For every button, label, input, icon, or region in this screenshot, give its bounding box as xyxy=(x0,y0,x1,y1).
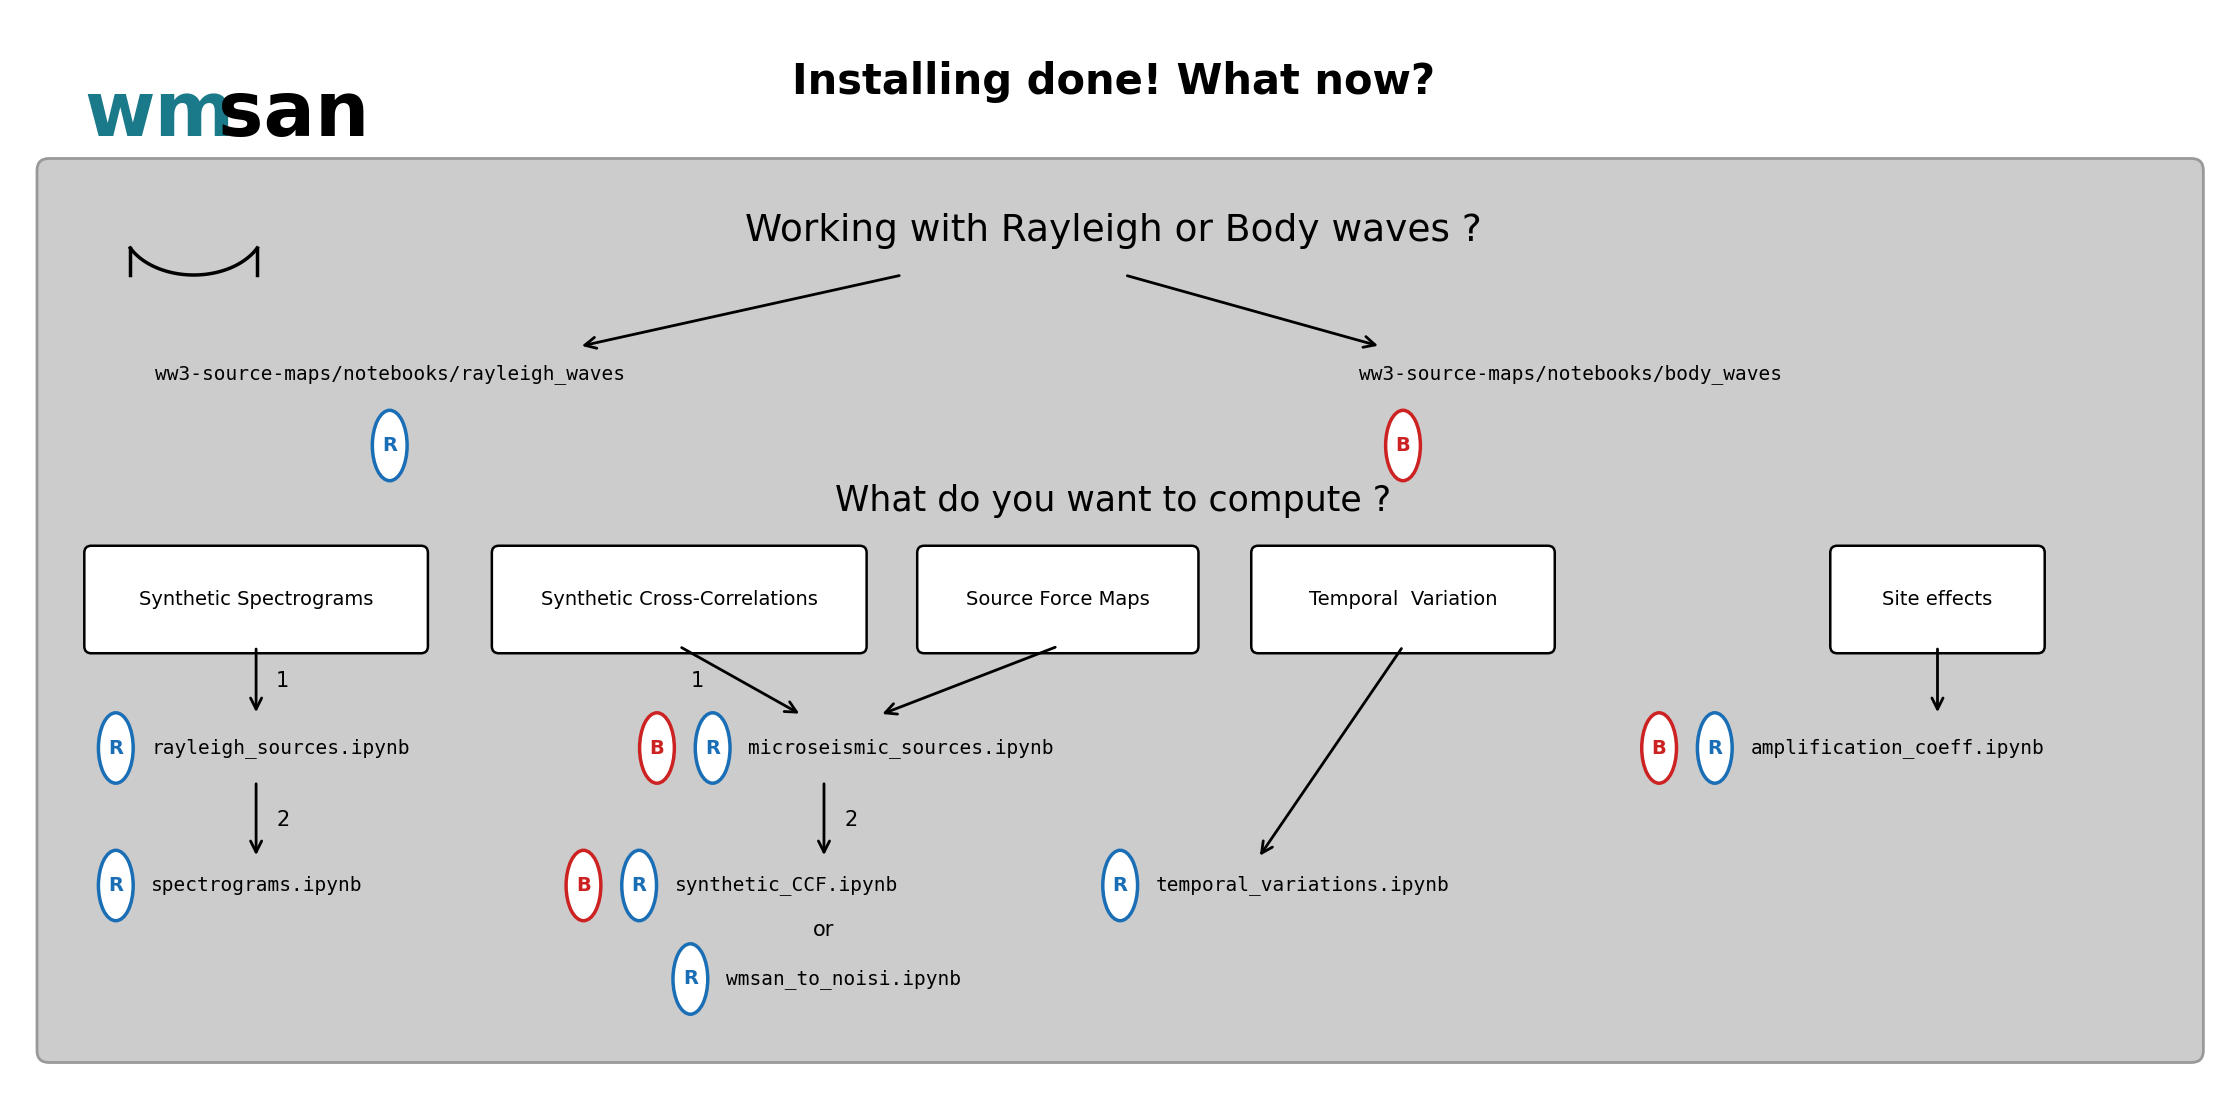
Ellipse shape xyxy=(1641,713,1677,783)
Ellipse shape xyxy=(621,850,657,921)
FancyBboxPatch shape xyxy=(85,546,428,653)
Ellipse shape xyxy=(673,944,708,1014)
Ellipse shape xyxy=(566,850,601,921)
Text: R: R xyxy=(109,738,122,758)
Text: amplification_coeff.ipynb: amplification_coeff.ipynb xyxy=(1750,738,2044,758)
Text: R: R xyxy=(1708,738,1721,758)
Text: or: or xyxy=(813,920,835,939)
Text: microseismic_sources.ipynb: microseismic_sources.ipynb xyxy=(748,738,1053,758)
Text: Source Force Maps: Source Force Maps xyxy=(967,590,1149,609)
Text: Working with Rayleigh or Body waves ?: Working with Rayleigh or Body waves ? xyxy=(746,213,1481,249)
Text: Temporal  Variation: Temporal Variation xyxy=(1309,590,1497,609)
Text: wm: wm xyxy=(85,78,234,153)
Ellipse shape xyxy=(372,410,408,481)
Text: Synthetic Cross-Correlations: Synthetic Cross-Correlations xyxy=(541,590,817,609)
Ellipse shape xyxy=(98,850,134,921)
Text: 2: 2 xyxy=(844,810,857,829)
Text: Synthetic Spectrograms: Synthetic Spectrograms xyxy=(138,590,374,609)
Text: ww3-source-maps/notebooks/rayleigh_waves: ww3-source-maps/notebooks/rayleigh_waves xyxy=(154,364,626,384)
Text: synthetic_CCF.ipynb: synthetic_CCF.ipynb xyxy=(675,876,897,895)
Text: R: R xyxy=(706,738,719,758)
FancyBboxPatch shape xyxy=(492,546,866,653)
Text: 1: 1 xyxy=(690,671,704,691)
Ellipse shape xyxy=(695,713,730,783)
Text: san: san xyxy=(218,78,370,153)
Text: B: B xyxy=(1652,738,1666,758)
Ellipse shape xyxy=(98,713,134,783)
FancyBboxPatch shape xyxy=(1252,546,1554,653)
Text: ww3-source-maps/notebooks/body_waves: ww3-source-maps/notebooks/body_waves xyxy=(1358,364,1782,384)
Text: 1: 1 xyxy=(276,671,290,691)
Text: 2: 2 xyxy=(276,810,290,829)
Text: wmsan_to_noisi.ipynb: wmsan_to_noisi.ipynb xyxy=(726,969,962,989)
Text: B: B xyxy=(1396,436,1410,455)
Text: R: R xyxy=(1114,876,1127,895)
Ellipse shape xyxy=(1697,713,1733,783)
Text: spectrograms.ipynb: spectrograms.ipynb xyxy=(151,876,363,895)
Text: rayleigh_sources.ipynb: rayleigh_sources.ipynb xyxy=(151,738,410,758)
Text: B: B xyxy=(650,738,664,758)
Text: R: R xyxy=(109,876,122,895)
FancyBboxPatch shape xyxy=(918,546,1198,653)
Ellipse shape xyxy=(1385,410,1421,481)
Text: What do you want to compute ?: What do you want to compute ? xyxy=(835,484,1392,517)
Text: B: B xyxy=(577,876,590,895)
Text: R: R xyxy=(383,436,396,455)
Ellipse shape xyxy=(1102,850,1138,921)
Ellipse shape xyxy=(639,713,675,783)
Text: R: R xyxy=(632,876,646,895)
Text: Installing done! What now?: Installing done! What now? xyxy=(793,62,1434,103)
FancyBboxPatch shape xyxy=(1831,546,2044,653)
Text: Site effects: Site effects xyxy=(1882,590,1993,609)
Text: temporal_variations.ipynb: temporal_variations.ipynb xyxy=(1156,876,1450,895)
Text: R: R xyxy=(684,969,697,989)
FancyBboxPatch shape xyxy=(38,158,2203,1063)
